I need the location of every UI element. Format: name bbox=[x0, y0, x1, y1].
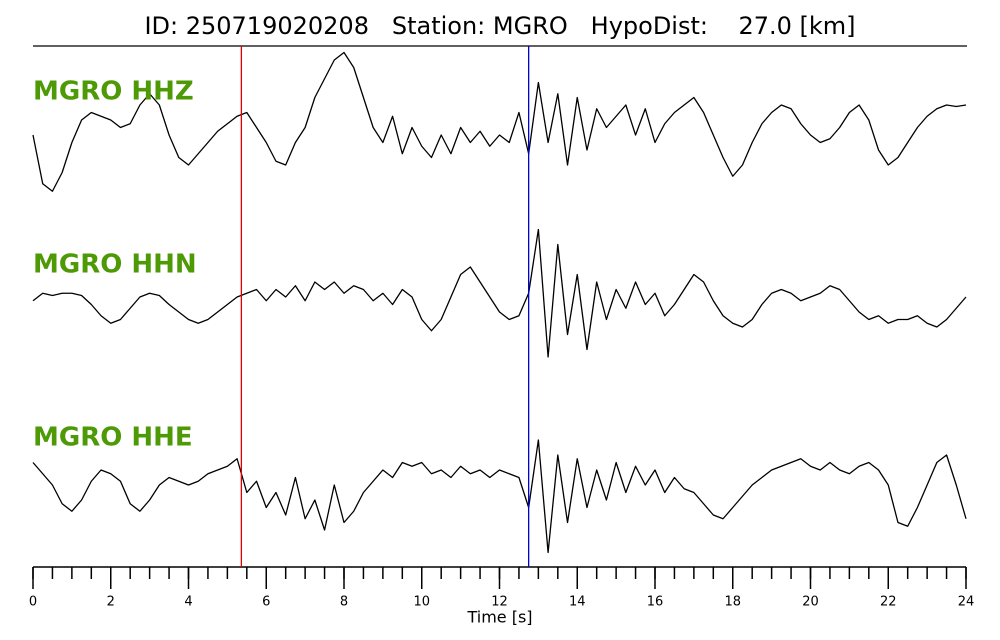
x-tick-label: 16 bbox=[647, 595, 664, 610]
waveform bbox=[32, 228, 967, 358]
chart-title: ID: 250719020208 Station: MGRO HypoDist:… bbox=[144, 12, 855, 40]
x-tick-label: 24 bbox=[958, 595, 975, 610]
x-tick-label: 14 bbox=[569, 595, 586, 610]
x-tick-label: 18 bbox=[724, 595, 741, 610]
x-tick-label: 8 bbox=[340, 595, 348, 610]
trace-label: MGRO HHZ bbox=[33, 77, 194, 107]
x-tick-label: 20 bbox=[802, 595, 819, 610]
x-tick-label: 10 bbox=[413, 595, 430, 610]
x-tick-label: 2 bbox=[107, 595, 115, 610]
x-axis-label: Time [s] bbox=[466, 608, 532, 627]
x-tick-label: 12 bbox=[491, 595, 508, 610]
x-tick-label: 22 bbox=[880, 595, 897, 610]
waveform bbox=[32, 439, 967, 554]
x-tick-label: 6 bbox=[262, 595, 270, 610]
trace-label: MGRO HHE bbox=[33, 423, 193, 453]
x-tick-label: 0 bbox=[29, 595, 37, 610]
waveform bbox=[32, 51, 967, 192]
x-tick-label: 4 bbox=[184, 595, 192, 610]
trace-label: MGRO HHN bbox=[33, 250, 197, 280]
